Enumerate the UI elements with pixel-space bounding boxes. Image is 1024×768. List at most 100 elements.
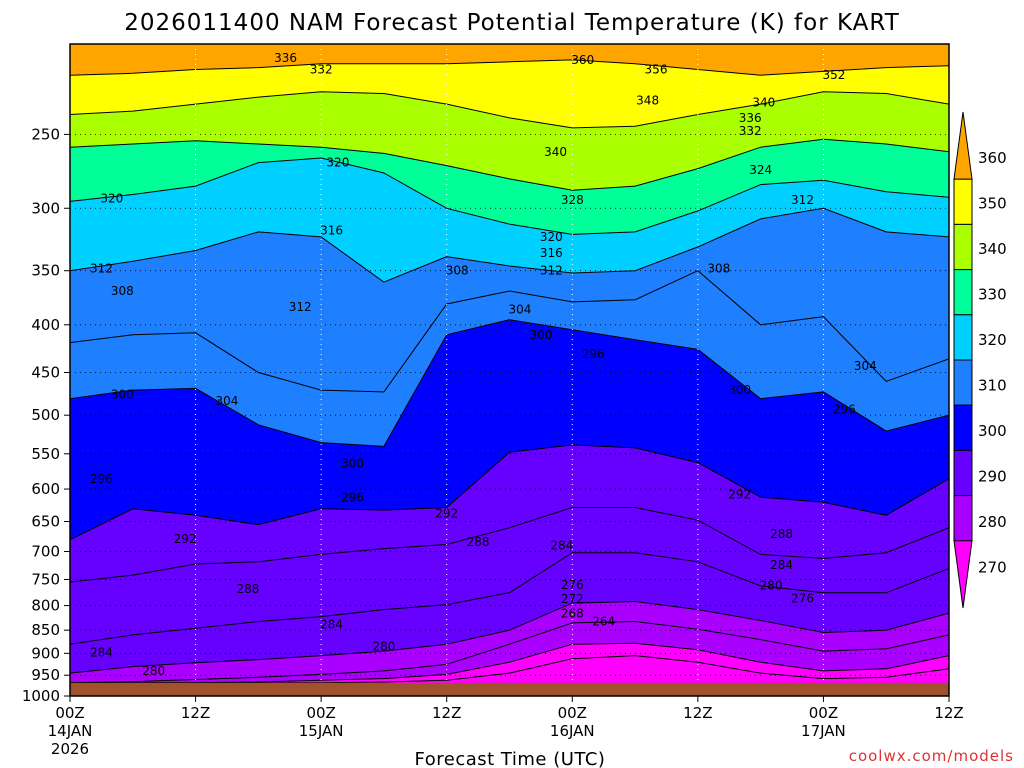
y-tick-label: 300: [31, 199, 60, 217]
y-tick-label: 550: [31, 445, 60, 463]
contour-label: 348: [636, 94, 659, 108]
legend-label: 290: [978, 468, 1007, 486]
x-tick-sublabel: 16JAN: [550, 722, 595, 740]
isentrope-284: [70, 552, 949, 645]
x-tick-label: 12Z: [683, 704, 712, 722]
y-tick-label: 850: [31, 621, 60, 639]
x-tick-label: 00Z: [558, 704, 587, 722]
chart-title: 2026011400 NAM Forecast Potential Temper…: [124, 10, 900, 36]
y-tick-label: 350: [31, 262, 60, 280]
legend-swatch-330: [953, 223, 973, 271]
isentrope-264: [70, 655, 949, 684]
isentrope-340: [70, 91, 949, 129]
legend-swatch-270: [953, 495, 973, 542]
contour-label: 264: [592, 614, 615, 628]
contour-label: 296: [582, 347, 605, 361]
contour-label: 304: [216, 394, 239, 408]
contour-label: 276: [791, 591, 814, 605]
x-tick-sublabel: 2026: [51, 740, 89, 758]
legend-swatch-340: [953, 178, 973, 225]
contour-label: 292: [174, 532, 197, 546]
isentrope-320: [70, 157, 949, 235]
legend-label: 340: [978, 240, 1007, 258]
contour-label: 288: [770, 527, 793, 541]
contour-label: 304: [509, 302, 532, 316]
y-tick-label: 500: [31, 406, 60, 424]
contour-label: 320: [540, 230, 563, 244]
contour-label: 280: [142, 664, 165, 678]
isentrope-312: [70, 207, 949, 283]
contour-label: 276: [561, 578, 584, 592]
y-tick-label: 600: [31, 480, 60, 498]
color-bands: [70, 44, 949, 696]
y-axis: 250 300 350 400 450 500 550 600 650 700 750 800 850 9…: [22, 125, 70, 705]
contour-label: 316: [540, 246, 563, 260]
legend-swatch-350: [953, 111, 973, 180]
x-tick-sublabel: 15JAN: [299, 722, 344, 740]
contour-label: 360: [571, 53, 594, 67]
legend-label: 350: [978, 195, 1007, 213]
contour-label: 356: [645, 63, 668, 77]
x-tick-label: 00Z: [306, 704, 335, 722]
x-tick-label: 12Z: [181, 704, 210, 722]
legend-label: 280: [978, 513, 1007, 531]
isentrope-276: [70, 620, 949, 684]
contour-label: 312: [791, 193, 814, 207]
contour-label: 284: [90, 645, 113, 659]
x-tick-sublabel: 14JAN: [48, 722, 93, 740]
contour-label: 272: [561, 592, 584, 606]
contour-label: 284: [550, 539, 573, 553]
contour-label: 340: [544, 145, 567, 159]
contour-label: 304: [854, 359, 877, 373]
x-tick-label: 00Z: [55, 704, 84, 722]
contour-label: 332: [739, 124, 762, 138]
y-tick-label: 900: [31, 644, 60, 662]
contour-label: 312: [540, 264, 563, 278]
isentrope-328: [70, 138, 949, 191]
isentrope-304: [70, 270, 949, 393]
contour-label: 308: [707, 261, 730, 275]
credit-text: coolwx.com/models: [849, 747, 1014, 765]
terrain-mask: [70, 682, 949, 696]
x-tick-sublabel: 17JAN: [801, 722, 846, 740]
contour-label: 284: [770, 558, 793, 572]
isentropes: [70, 59, 949, 684]
contour-label: 320: [326, 156, 349, 170]
contour-label: 308: [446, 264, 469, 278]
contour-label: 324: [749, 163, 772, 177]
isentrope-288: [70, 507, 949, 583]
plot-frame: [69, 43, 950, 697]
contour-label: 320: [100, 192, 123, 206]
contour-label: 288: [236, 582, 259, 596]
contour-label: 296: [90, 472, 113, 486]
y-tick-label: 1000: [22, 687, 60, 705]
contour-label: 312: [289, 300, 312, 314]
y-tick-label: 250: [31, 125, 60, 143]
contour-label: 300: [111, 387, 134, 401]
y-tick-label: 400: [31, 316, 60, 334]
legend-swatch-260: [953, 540, 973, 609]
legend-label: 330: [978, 286, 1007, 304]
y-tick-label: 800: [31, 597, 60, 615]
contour-label: 328: [561, 193, 584, 207]
y-tick-label: 450: [31, 364, 60, 382]
contour-label: 340: [752, 95, 775, 109]
x-tick-label: 00Z: [809, 704, 838, 722]
contour-label: 336: [739, 111, 762, 125]
legend-swatch-310: [953, 314, 973, 361]
contour-label: 280: [372, 640, 395, 654]
isentrope-280: [70, 600, 949, 674]
legend-label: 270: [978, 559, 1007, 577]
contour-label: 352: [822, 68, 845, 82]
contour-label: 296: [833, 402, 856, 416]
contour-label: 296: [341, 491, 364, 505]
x-tick-label: 12Z: [432, 704, 461, 722]
x-tick-label: 12Z: [934, 704, 963, 722]
contour-label: 300: [728, 383, 751, 397]
contour-label: 308: [111, 284, 134, 298]
y-tick-label: 650: [31, 512, 60, 530]
isentrope-352: [70, 59, 949, 76]
